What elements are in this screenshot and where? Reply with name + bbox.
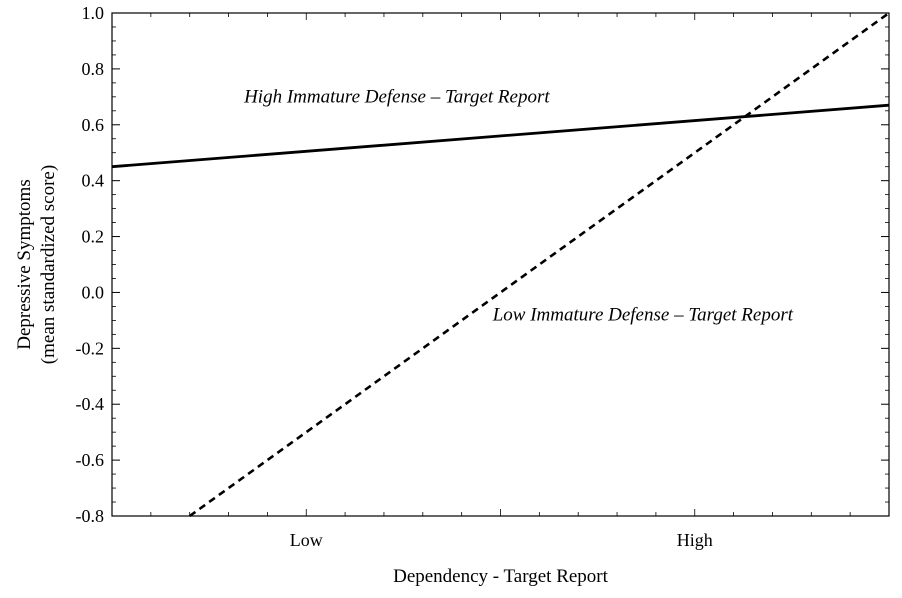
y-tick-label: -0.6 [76,450,105,470]
y-tick-label: 0.8 [82,59,105,79]
y-tick-label: -0.4 [76,394,105,414]
y-tick-label: -0.2 [76,338,105,358]
y-tick-label: 1.0 [82,3,105,23]
x-tick-label: High [677,530,713,550]
x-tick-label: Low [290,530,323,550]
plot-frame [111,12,890,517]
y-axis-title-line-1: Depressive Symptoms [14,179,35,349]
annotation-high-immature-defense: High Immature Defense – Target Report [243,86,550,107]
series-line-high-immature-defense [111,103,890,169]
annotation-low-immature-defense: Low Immature Defense – Target Report [492,304,794,325]
y-tick-label: 0.6 [82,115,105,135]
y-axis-title-line-2: (mean standardized score) [38,165,59,364]
y-tick-label: 0.2 [82,227,105,247]
series-lines [111,11,890,518]
y-tick-label: 0.0 [82,282,105,302]
annotations: High Immature Defense – Target Report Low… [243,86,794,325]
x-axis-title: Dependency - Target Report [393,566,609,587]
y-axis-ticks: 1.0 0.8 0.6 0.4 0.2 0.0 -0.2 -0.4 -0.6 -0.8 [76,3,889,526]
y-tick-label: 0.4 [82,171,105,191]
y-tick-label: -0.8 [76,506,105,526]
